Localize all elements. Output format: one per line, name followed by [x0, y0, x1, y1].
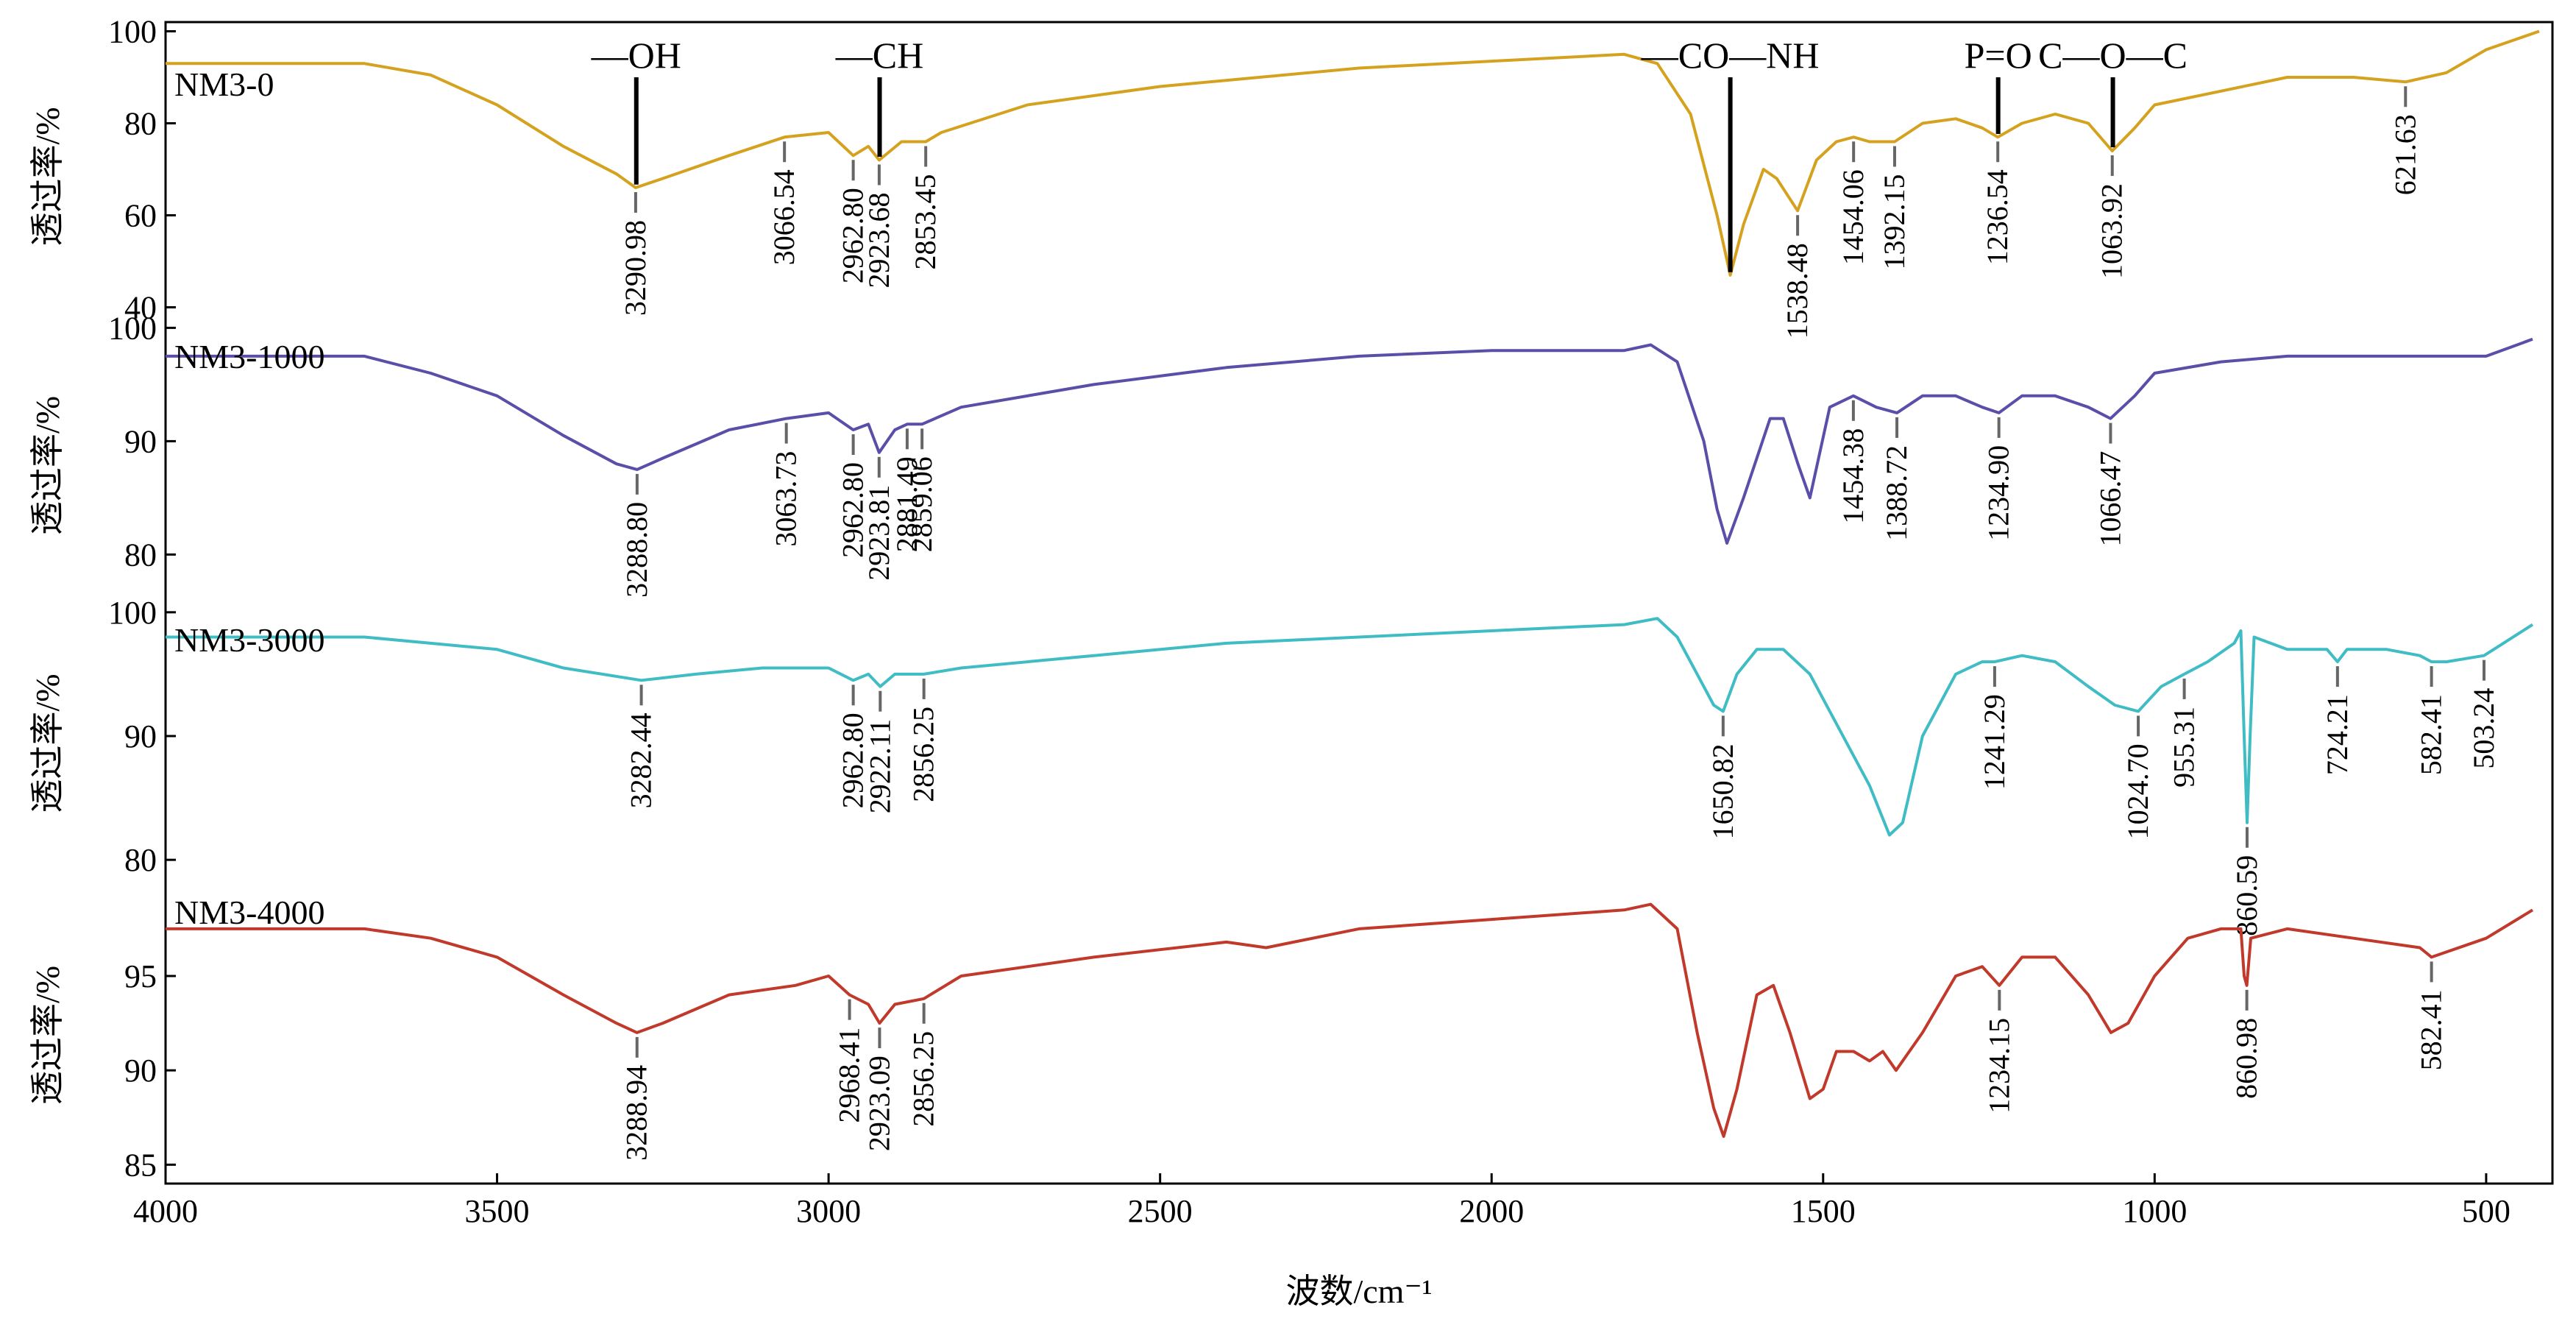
- spectrum-line-nm3-1000: [166, 337, 2533, 545]
- peak-label: 2856.25: [907, 707, 940, 802]
- y-axis-label: 透过率/%: [29, 107, 66, 246]
- peak-label: 724.21: [2321, 694, 2354, 775]
- peak-label: 1063.92: [2096, 183, 2129, 279]
- y-tick-label: 80: [124, 106, 157, 142]
- y-tick-label: 85: [124, 1147, 157, 1183]
- peak-label: 1234.15: [1982, 1018, 2015, 1114]
- peak-label: 2968.41: [833, 1028, 866, 1123]
- peak-label: 3290.98: [619, 220, 652, 316]
- peak-label: 2923.09: [862, 1055, 895, 1151]
- peak-label: 3066.54: [767, 169, 801, 265]
- y-tick-label: 80: [124, 537, 157, 573]
- spectra-panels: 40 60 80 100 透过率/% NM3-0 3290.98 3066.54 2962.80…: [29, 14, 2540, 1183]
- peak-label: 2881.49: [890, 456, 923, 552]
- peak-label: 2962.80: [837, 462, 870, 558]
- y-axis-label: 透过率/%: [29, 673, 66, 813]
- peak-label: 1538.48: [1781, 243, 1814, 339]
- group-label: —OH: [591, 35, 681, 76]
- peak-label: 3288.94: [620, 1065, 653, 1161]
- y-tick-label: 40: [124, 290, 157, 326]
- group-label: C—O—C: [2038, 35, 2188, 76]
- peak-label: 860.98: [2230, 1018, 2263, 1099]
- x-tick-label: 1500: [1791, 1193, 1856, 1229]
- y-axis-label: 透过率/%: [29, 966, 66, 1105]
- peak-label: 2859.06: [905, 456, 938, 552]
- peak-label: 1650.82: [1706, 743, 1739, 839]
- panel-nm3-4000: 85 90 95 透过率/% NM3-4000 3288.94 2968.412923.09…: [29, 894, 2534, 1183]
- spectrum-line-nm3-4000: [166, 902, 2534, 1138]
- sample-name: NM3-4000: [174, 894, 324, 931]
- y-tick-label: 95: [124, 958, 157, 994]
- sample-name: NM3-3000: [174, 621, 324, 659]
- x-tick-label: 2000: [1459, 1193, 1524, 1229]
- y-axis-label: 透过率/%: [29, 396, 66, 535]
- peak-label: 582.41: [2415, 989, 2448, 1070]
- panel-nm3-0: 40 60 80 100 透过率/% NM3-0 3290.98 3066.54 2962.80…: [29, 14, 2540, 339]
- group-label: P=O: [1965, 35, 2032, 76]
- peak-label: 2856.25: [907, 1031, 940, 1127]
- sample-name: NM3-1000: [174, 338, 324, 375]
- spectrum-line-nm3-3000: [166, 617, 2534, 837]
- peak-label: 955.31: [2168, 707, 2201, 788]
- y-tick-label: 90: [124, 1053, 157, 1089]
- panel-nm3-3000: 80 90 100 透过率/% NM3-3000 3282.44 2962.802922.1…: [29, 595, 2534, 936]
- peak-label: 1454.06: [1837, 169, 1870, 265]
- panel-nm3-1000: 80 90 100 透过率/% NM3-1000 3288.80 3063.73 2962.8…: [29, 310, 2533, 598]
- x-tick-label: 3000: [796, 1193, 861, 1229]
- peak-label: 1454.38: [1837, 428, 1870, 524]
- x-tick-label: 2500: [1128, 1193, 1193, 1229]
- sample-name: NM3-0: [174, 66, 274, 103]
- peak-label: 1066.47: [2093, 451, 2126, 547]
- peak-label: 1024.70: [2121, 743, 2154, 839]
- plot-frame-group: [164, 21, 2554, 1185]
- group-label: —CO—NH: [1641, 35, 1820, 76]
- peak-label: 2853.45: [909, 174, 942, 270]
- peak-label: 503.24: [2467, 688, 2500, 769]
- peak-label: 3282.44: [625, 712, 658, 808]
- peak-label: 3063.73: [770, 451, 803, 547]
- plot-frame: [164, 21, 2554, 1185]
- peak-label: 582.41: [2415, 694, 2448, 775]
- y-tick-label: 80: [124, 842, 157, 878]
- y-tick-label: 60: [124, 198, 157, 234]
- x-tick-label: 4000: [133, 1193, 198, 1229]
- peak-label: 2962.80: [837, 712, 870, 808]
- x-tick-label: 500: [2462, 1193, 2511, 1229]
- peak-label: 2923.68: [862, 193, 895, 289]
- peak-label: 1241.29: [1978, 694, 2011, 790]
- peak-label: 2922.11: [863, 719, 896, 814]
- peak-label: 2923.81: [862, 485, 895, 581]
- y-tick-label: 100: [108, 14, 157, 50]
- peak-label: 621.63: [2388, 114, 2421, 195]
- y-tick-label: 90: [124, 423, 157, 459]
- peak-label: 2962.80: [837, 188, 870, 283]
- peak-label: 1234.90: [1982, 445, 2015, 541]
- y-tick-label: 100: [108, 310, 157, 346]
- group-label: —CH: [835, 35, 923, 76]
- y-tick-label: 100: [108, 595, 157, 631]
- peak-label: 1388.72: [1880, 445, 1913, 541]
- x-tick-label: 3500: [465, 1193, 530, 1229]
- peak-label: 1392.15: [1878, 174, 1911, 270]
- x-axis: 4000 3500 3000 2500 2000 1500 1000 500: [133, 1173, 2511, 1229]
- x-axis-label: 波数/cm⁻¹: [1285, 1273, 1432, 1310]
- y-tick-label: 90: [124, 718, 157, 754]
- peak-label: 860.59: [2230, 855, 2263, 936]
- spectrum-line-nm3-0: [166, 29, 2540, 277]
- x-tick-label: 1000: [2122, 1193, 2187, 1229]
- peak-label: 3288.80: [620, 502, 653, 598]
- peak-label: 1236.54: [1981, 169, 2014, 265]
